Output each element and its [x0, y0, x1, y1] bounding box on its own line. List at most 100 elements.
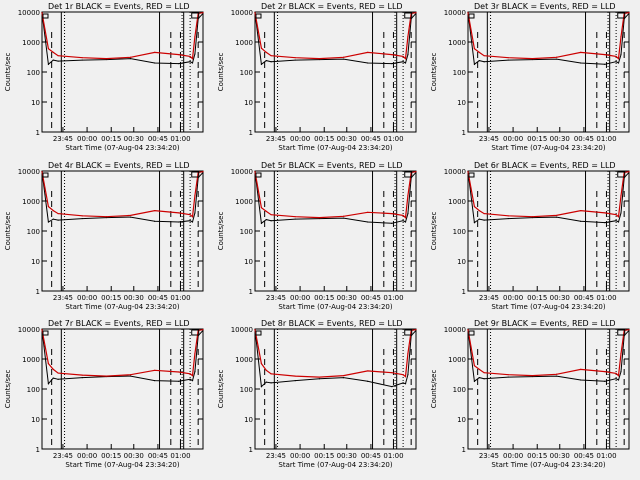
panel-det-2: Det 2r BLACK = Events, RED = LLD 1 10 100 10… — [217, 2, 417, 152]
data-point — [555, 56, 558, 58]
data-point — [270, 382, 272, 384]
y-tick-label: 10000 — [18, 9, 40, 17]
x-tick-label: 00:45 — [148, 452, 168, 460]
y-tick-label: 100 — [240, 386, 253, 394]
x-tick-label: 23:45 — [53, 294, 73, 302]
data-point — [191, 62, 194, 64]
data-point — [154, 380, 156, 382]
marker-box-right — [191, 329, 200, 336]
data-point — [260, 386, 263, 388]
data-point — [615, 378, 617, 380]
data-point — [47, 363, 50, 365]
data-point — [254, 12, 256, 14]
y-tick-label: 1000 — [22, 198, 40, 206]
data-point — [294, 59, 296, 61]
marker-box-left — [255, 13, 262, 19]
data-point — [404, 221, 407, 223]
data-point — [531, 216, 534, 218]
data-point — [52, 218, 54, 220]
y-tick-label: 1 — [36, 446, 40, 454]
data-point — [404, 62, 407, 64]
x-tick-label: 00:45 — [148, 294, 168, 302]
x-tick-label: 00:00 — [503, 294, 523, 302]
data-point — [478, 218, 480, 220]
data-point — [580, 62, 582, 64]
data-point — [265, 51, 267, 54]
panel-det-4: Det 4r BLACK = Events, RED = LLD 1 10 100 10… — [4, 161, 204, 311]
y-tick-label: 10000 — [444, 9, 466, 17]
data-point — [47, 221, 50, 223]
data-point — [294, 216, 296, 218]
data-point — [105, 58, 107, 61]
y-tick-label: 10000 — [231, 326, 253, 334]
y-tick-label: 1 — [462, 288, 466, 296]
data-point — [105, 375, 107, 377]
data-point — [81, 376, 83, 379]
data-point — [270, 61, 272, 63]
x-axis-label: Start Time (07-Aug-04 23:34:20) — [491, 461, 605, 469]
data-point — [254, 329, 256, 331]
panel-title: Det 6r BLACK = Events, RED = LLD — [474, 161, 616, 170]
data-point — [483, 378, 485, 380]
events-line-black — [254, 12, 417, 66]
data-point — [47, 383, 50, 385]
x-tick-label: 01:00 — [383, 135, 403, 143]
data-point — [81, 59, 83, 61]
data-point — [318, 57, 320, 60]
x-axis-label: Start Time (07-Aug-04 23:34:20) — [65, 144, 179, 152]
marker-box-right — [404, 12, 413, 19]
data-point — [615, 214, 617, 216]
y-axis-label: Counts/sec — [430, 212, 438, 251]
data-point — [407, 54, 409, 56]
data-point — [615, 55, 617, 58]
x-tick-label: 00:30 — [124, 452, 144, 460]
plot-frame — [254, 170, 417, 292]
data-point — [254, 171, 256, 173]
data-point — [191, 221, 194, 223]
x-tick-label: 00:30 — [337, 294, 357, 302]
data-point — [402, 61, 404, 63]
y-tick-label: 1000 — [235, 198, 253, 206]
x-axis-label: Start Time (07-Aug-04 23:34:20) — [278, 303, 392, 311]
data-point — [189, 61, 191, 63]
y-tick-label: 10 — [457, 99, 466, 107]
data-point — [178, 371, 180, 373]
x-axis-label: Start Time (07-Aug-04 23:34:20) — [278, 144, 392, 152]
data-point — [81, 374, 83, 376]
data-point — [191, 57, 194, 60]
data-point — [194, 195, 196, 197]
y-axis-label: Counts/sec — [430, 370, 438, 409]
data-point — [617, 57, 620, 60]
events-line-black — [254, 329, 417, 388]
data-point — [194, 212, 196, 214]
y-tick-label: 10 — [31, 258, 40, 266]
x-tick-label: 00:00 — [77, 294, 97, 302]
panel-det-9: Det 9r BLACK = Events, RED = LLD 1 10 100 10… — [430, 319, 630, 469]
data-point — [202, 12, 204, 14]
panel-det-3: Det 3r BLACK = Events, RED = LLD 1 10 100 10… — [430, 2, 630, 152]
data-point — [191, 374, 194, 377]
data-point — [580, 368, 582, 371]
y-tick-label: 1 — [462, 446, 466, 454]
data-point — [507, 59, 509, 61]
data-point — [260, 47, 263, 49]
panel-det-7: Det 7r BLACK = Events, RED = LLD 1 10 100 10… — [4, 319, 204, 469]
data-point — [294, 375, 296, 377]
data-point — [41, 329, 43, 331]
data-point — [270, 214, 272, 216]
data-point — [342, 58, 345, 60]
data-point — [265, 369, 267, 371]
data-point — [129, 375, 132, 377]
data-point — [41, 12, 43, 14]
data-point — [294, 57, 296, 59]
data-point — [483, 55, 485, 57]
data-point — [318, 58, 320, 61]
data-point — [473, 63, 476, 65]
data-point — [483, 219, 485, 221]
data-point — [555, 375, 558, 377]
data-point — [52, 377, 54, 379]
marker-box-right — [617, 12, 626, 19]
y-tick-label: 1000 — [448, 198, 466, 206]
data-point — [404, 383, 407, 385]
marker-box-right — [404, 329, 413, 336]
